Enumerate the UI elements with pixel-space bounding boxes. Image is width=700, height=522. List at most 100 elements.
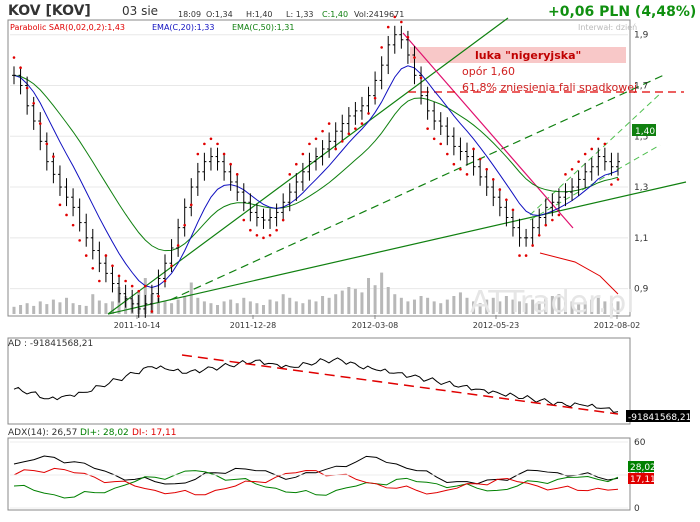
volume-bar bbox=[563, 299, 567, 314]
sar-dot bbox=[406, 35, 410, 39]
volume-bar bbox=[537, 301, 541, 314]
sar-dot bbox=[360, 122, 364, 125]
fib-label: 61,8% zniesienia fali spadkowej bbox=[462, 81, 637, 94]
volume-bar bbox=[327, 297, 331, 314]
volume-bar bbox=[314, 301, 318, 314]
sar-dot bbox=[557, 213, 561, 217]
sar-dot bbox=[130, 284, 134, 288]
volume-bar bbox=[426, 297, 430, 314]
volume-bar bbox=[248, 301, 252, 314]
volume-bar bbox=[432, 301, 436, 314]
volume-bar bbox=[268, 299, 272, 314]
sar-dot bbox=[551, 218, 554, 222]
volume-bar bbox=[242, 297, 246, 314]
sar-dot bbox=[301, 152, 305, 156]
sar-dot bbox=[19, 66, 22, 70]
adx-panel-frame bbox=[7, 437, 631, 511]
sar-dot bbox=[196, 152, 200, 156]
volume-bar bbox=[235, 303, 239, 314]
last-price-value: 1,40 bbox=[635, 127, 655, 137]
sar-dot bbox=[498, 188, 502, 191]
last-price-badge bbox=[632, 124, 656, 136]
volume-bar bbox=[518, 301, 522, 314]
sar-dot bbox=[222, 152, 226, 156]
y-tick-label: 1,7 bbox=[634, 81, 648, 91]
y-tick-label: 1,9 bbox=[634, 31, 649, 41]
volume-bar bbox=[255, 303, 259, 314]
sar-dot bbox=[472, 147, 475, 151]
sar-dot bbox=[117, 274, 121, 278]
sar-dot bbox=[91, 266, 95, 270]
sar-dot bbox=[505, 198, 508, 202]
sar-dot bbox=[235, 173, 239, 176]
volume-bar bbox=[163, 301, 167, 314]
volume-bar bbox=[373, 285, 377, 314]
volume-bar bbox=[412, 299, 416, 314]
volume-bar bbox=[380, 272, 384, 314]
sar-dot bbox=[65, 213, 68, 217]
sar-dot bbox=[137, 289, 141, 293]
legend-ema20: EMA(C,20):1,33 bbox=[152, 23, 215, 32]
sar-dot bbox=[144, 284, 147, 288]
gap-label: luka "nigeryjska" bbox=[475, 49, 581, 62]
volume-bar bbox=[367, 278, 371, 314]
volume-bar bbox=[616, 301, 620, 314]
ad-trend-line bbox=[181, 354, 619, 415]
quote-low: L: 1,33 bbox=[286, 10, 314, 19]
sar-dot bbox=[183, 223, 186, 227]
volume-bar bbox=[439, 303, 443, 314]
price-change: +0,06 PLN (4,48%) bbox=[548, 4, 696, 20]
sar-dot bbox=[386, 25, 390, 29]
volume-bar bbox=[78, 305, 82, 314]
volume-bar bbox=[321, 296, 325, 314]
volume-bar bbox=[419, 296, 423, 314]
volume-bar bbox=[445, 299, 449, 314]
sar-dot bbox=[478, 157, 482, 161]
sar-dot bbox=[288, 173, 292, 176]
volume-bar bbox=[452, 296, 456, 314]
sar-dot bbox=[25, 86, 29, 90]
sar-dot bbox=[157, 294, 160, 298]
sar-dot bbox=[491, 178, 495, 181]
adx-tick-label: 0 bbox=[634, 504, 640, 514]
volume-bar bbox=[590, 299, 594, 314]
volume-bar bbox=[110, 301, 114, 314]
sar-dot bbox=[583, 152, 587, 156]
volume-bar bbox=[58, 302, 62, 314]
legend-ema50: EMA(C,50):1,31 bbox=[232, 23, 295, 32]
sar-dot bbox=[347, 132, 351, 136]
sar-dot bbox=[321, 129, 324, 133]
grid-lines bbox=[10, 34, 628, 290]
sar-dot bbox=[242, 218, 246, 222]
volume-bar bbox=[91, 294, 95, 314]
quote-high: H:1,40 bbox=[246, 10, 273, 19]
ad-path bbox=[13, 357, 619, 413]
volume-bar bbox=[84, 305, 88, 314]
price-y-axis: 1,9 1,7 1,5 1,3 1,1 0,9 bbox=[634, 31, 649, 295]
y-tick-label: 1,5 bbox=[634, 132, 648, 142]
y-tick-label: 1,3 bbox=[634, 183, 648, 193]
ad-value-badge bbox=[626, 410, 690, 422]
ad-panel-frame bbox=[7, 337, 631, 425]
volume-bar bbox=[51, 299, 55, 314]
volume-bar bbox=[360, 292, 364, 314]
volume-bar bbox=[209, 303, 213, 314]
volume-bar bbox=[19, 305, 23, 314]
volume-bar bbox=[353, 288, 357, 314]
volume-bar bbox=[465, 297, 469, 314]
sar-dot bbox=[524, 254, 528, 257]
sar-dot bbox=[78, 239, 81, 242]
di-minus-badge bbox=[628, 473, 654, 484]
sar-dot bbox=[610, 183, 613, 186]
volume-bar bbox=[189, 282, 193, 314]
uptrend-line bbox=[107, 17, 509, 315]
di-plus-value: 28,02 bbox=[630, 463, 656, 473]
volume-bar bbox=[294, 301, 298, 314]
volume-bar bbox=[531, 299, 535, 314]
volume-bar bbox=[550, 296, 554, 314]
volume-bar bbox=[301, 303, 305, 314]
sar-dot bbox=[367, 112, 370, 115]
volume-bar bbox=[609, 303, 613, 314]
sar-dot bbox=[295, 162, 298, 166]
quote-close: C:1,40 bbox=[322, 10, 348, 19]
